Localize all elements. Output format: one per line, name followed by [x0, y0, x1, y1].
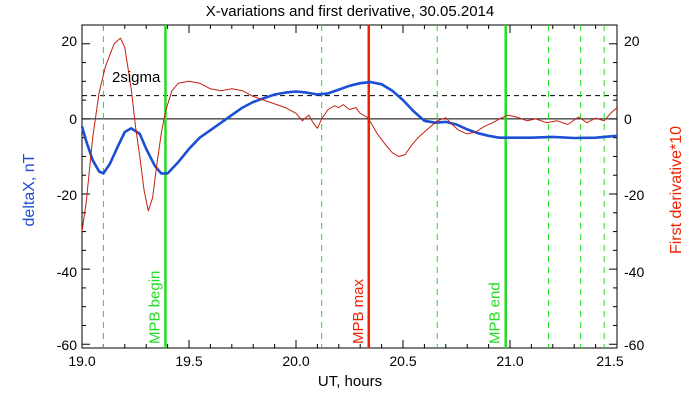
- x-tick-label: 20.0: [282, 353, 309, 369]
- x-tick-label: 19.5: [175, 353, 202, 369]
- y-tick-label-right: -40: [624, 264, 644, 280]
- plot-area: MPB begin MPB max MPB end: [80, 24, 618, 349]
- y-tick-label-left: 0: [69, 111, 77, 127]
- x-tick-label: 21.0: [496, 353, 523, 369]
- x-tick-label: 20.5: [389, 353, 416, 369]
- x-tick-labels: 19.0 19.5 20.0 20.5 21.0 21.5: [68, 353, 623, 369]
- y-tick-labels-right: 20 0 -20 -40 -60: [624, 33, 644, 353]
- threshold-label: 2sigma: [112, 69, 161, 86]
- x-tick-label: 19.0: [68, 353, 95, 369]
- y-axis-label-left: deltaX, nT: [21, 153, 38, 226]
- y-tick-label-right: -60: [624, 337, 644, 353]
- marker-label: MPB begin: [146, 271, 163, 344]
- plot-frame: [81, 24, 618, 349]
- y-axis-label-right: First derivative*10: [668, 126, 685, 254]
- y-tick-label-left: -40: [57, 264, 77, 280]
- marker-label: MPB max: [350, 278, 367, 344]
- y-tick-label-left: 20: [61, 33, 77, 49]
- y-tick-label-right: 20: [624, 33, 640, 49]
- chart-title: X-variations and first derivative, 30.05…: [206, 3, 495, 20]
- y-tick-label-right: -20: [624, 187, 644, 203]
- x-tick-label: 21.5: [596, 353, 623, 369]
- x-axis-label: UT, hours: [318, 373, 382, 390]
- y-tick-label-left: -60: [57, 337, 77, 353]
- y-tick-label-left: -20: [57, 187, 77, 203]
- y-tick-labels-left: 20 0 -20 -40 -60: [57, 33, 77, 353]
- series-line: [81, 37, 618, 232]
- marker-label: MPB end: [487, 282, 504, 344]
- y-tick-label-right: 0: [624, 111, 632, 127]
